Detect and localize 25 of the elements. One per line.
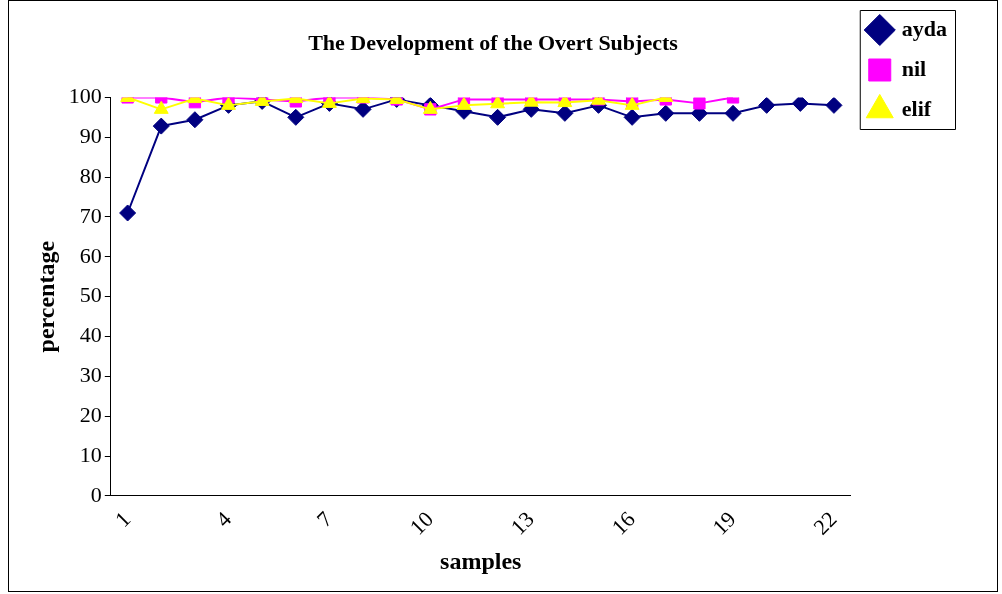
- chart-title: The Development of the Overt Subjects: [308, 29, 679, 55]
- y-tick-label: 10: [79, 441, 102, 467]
- y-tick-label: 50: [79, 282, 102, 308]
- legend-label: elif: [901, 95, 932, 121]
- y-tick-label: 100: [68, 83, 102, 109]
- x-tick-label: 10: [404, 506, 438, 540]
- x-tick-label: 22: [808, 506, 842, 540]
- legend-label: nil: [901, 55, 927, 81]
- x-tick-label: 16: [606, 506, 640, 540]
- x-tick-label: 19: [707, 506, 741, 540]
- x-tick-label: 7: [311, 506, 338, 532]
- legend-label: ayda: [901, 15, 948, 41]
- y-tick-label: 60: [79, 242, 102, 268]
- y-tick-label: 30: [79, 362, 102, 388]
- x-tick-label: 13: [505, 506, 539, 540]
- x-tick-label: 4: [210, 506, 237, 532]
- y-tick-label: 70: [79, 202, 102, 228]
- y-tick-label: 0: [90, 481, 102, 507]
- x-axis-title: samples: [440, 547, 522, 574]
- y-tick-label: 20: [79, 402, 102, 428]
- y-tick-label: 80: [79, 162, 102, 188]
- y-tick-label: 90: [79, 123, 102, 149]
- x-tick-label: 1: [109, 506, 136, 532]
- y-axis-title: percentage: [32, 240, 59, 353]
- y-tick-label: 40: [79, 322, 102, 348]
